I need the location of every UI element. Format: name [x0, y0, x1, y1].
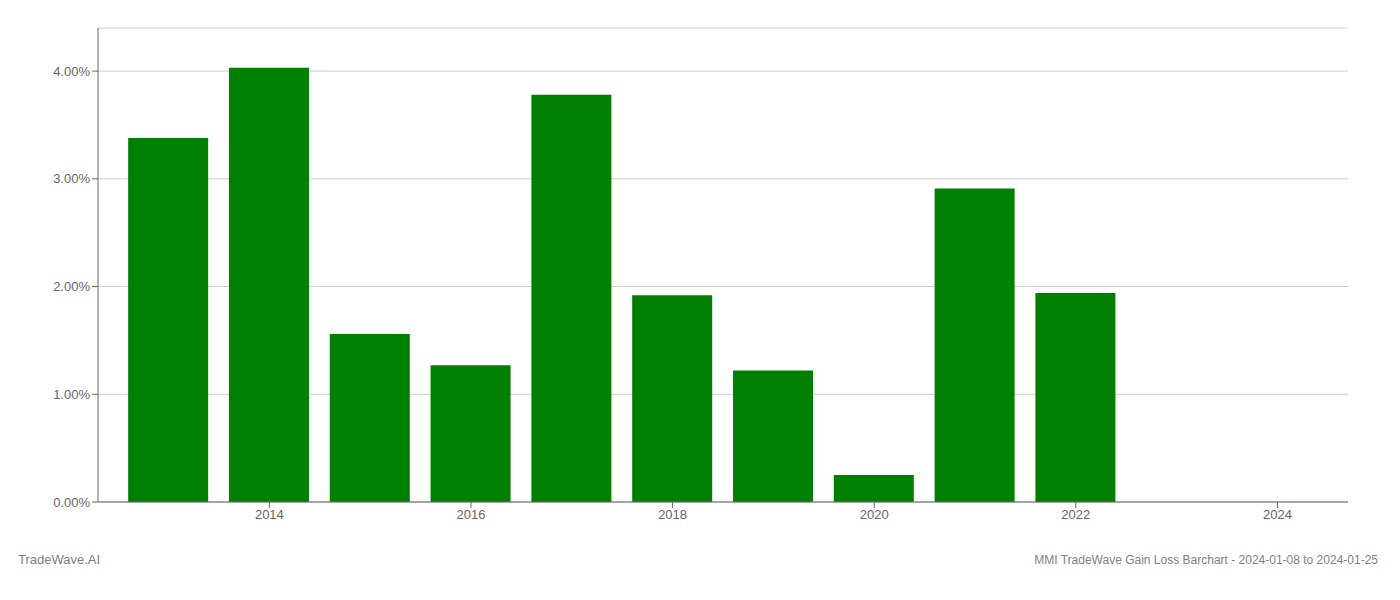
html-text:MMI TradeWave Gain Loss Barcha: MMI TradeWave Gain Loss Barchart - 2024-…: [1034, 553, 1378, 567]
svg-text:2018: 2018: [658, 507, 687, 522]
svg-text:2020: 2020: [860, 507, 889, 522]
svg-text:2022: 2022: [1061, 507, 1090, 522]
svg-text:3.00%: 3.00%: [53, 171, 90, 186]
svg-text:2016: 2016: [457, 507, 486, 522]
svg-text:2014: 2014: [255, 507, 284, 522]
svg-text:2.00%: 2.00%: [53, 279, 90, 294]
svg-text:4.00%: 4.00%: [53, 64, 90, 79]
html-text:TradeWave.AI: TradeWave.AI: [18, 552, 101, 567]
svg-text:0.00%: 0.00%: [53, 495, 90, 510]
svg-text:2024: 2024: [1263, 507, 1292, 522]
svg-text:1.00%: 1.00%: [53, 387, 90, 402]
